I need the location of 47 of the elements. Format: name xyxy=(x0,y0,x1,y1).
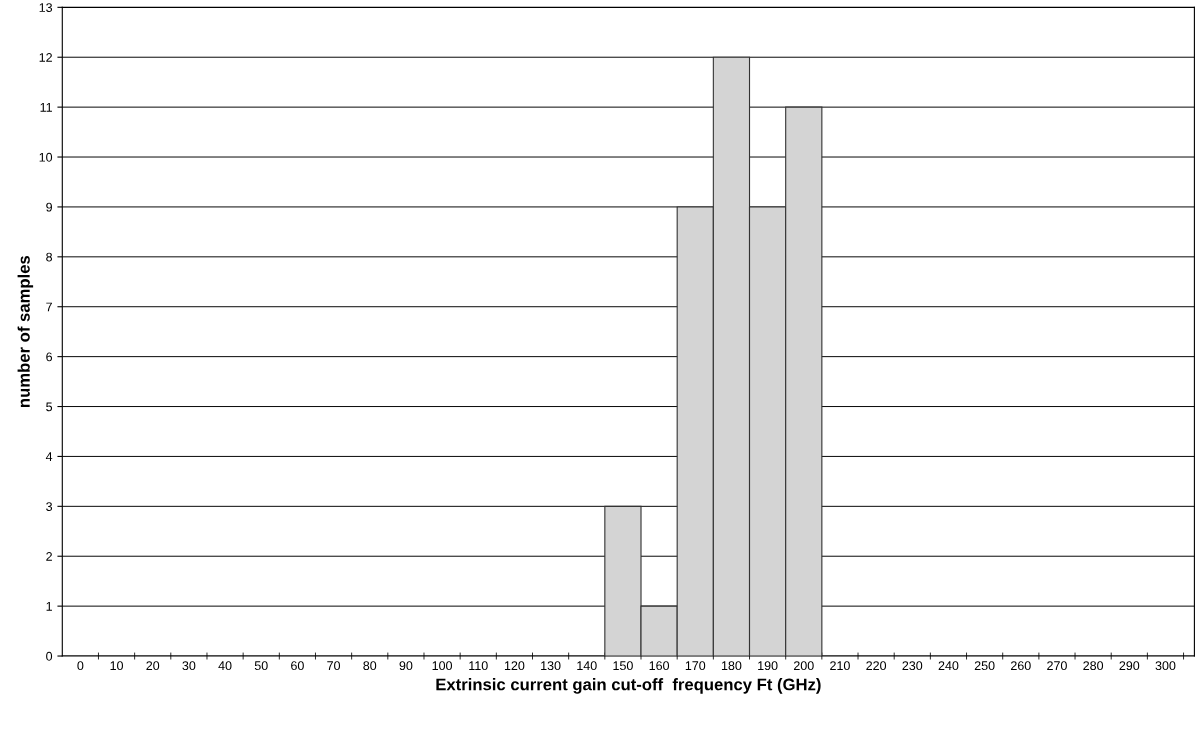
y-axis-title: number of samples xyxy=(17,255,34,407)
x-tick-label: 230 xyxy=(902,661,923,671)
x-tick-label: 220 xyxy=(866,661,887,671)
y-tick-label: 10 xyxy=(39,152,53,162)
x-tick-label: 240 xyxy=(938,661,959,671)
x-tick-label: 110 xyxy=(469,661,488,671)
x-tick-label: 130 xyxy=(541,661,561,671)
y-tick-label: 0 xyxy=(46,651,53,661)
x-tick-label: 100 xyxy=(432,661,453,671)
y-tick-label: 13 xyxy=(39,3,53,12)
x-tick-label: 250 xyxy=(974,661,995,671)
y-tick-label: 5 xyxy=(46,402,53,412)
x-tick-label: 20 xyxy=(146,661,160,671)
y-tick-label: 4 xyxy=(45,452,53,461)
x-tick-label: 90 xyxy=(399,661,413,671)
x-tick-label: 290 xyxy=(1119,661,1140,671)
x-tick-label: 40 xyxy=(218,661,232,671)
y-tick-label: 7 xyxy=(46,302,52,312)
x-tick-label: 200 xyxy=(793,661,814,671)
x-tick-label: 150 xyxy=(613,661,633,671)
x-tick-label: 190 xyxy=(758,661,778,671)
x-tick-label: 10 xyxy=(110,661,124,671)
x-tick-label: 180 xyxy=(721,661,742,671)
x-tick-label: 80 xyxy=(363,661,377,671)
x-tick-label: 260 xyxy=(1010,661,1031,671)
x-tick-label: 0 xyxy=(77,661,84,671)
x-tick-label: 60 xyxy=(291,661,304,671)
y-tick-label: 8 xyxy=(46,252,53,262)
x-tick-label: 70 xyxy=(327,661,341,671)
y-tick-label: 3 xyxy=(46,502,53,511)
x-tick-label: 140 xyxy=(577,661,597,671)
x-tick-label: 170 xyxy=(685,661,706,671)
x-tick-label: 160 xyxy=(649,661,670,671)
x-tick-label: 210 xyxy=(830,661,850,671)
x-tick-label: 270 xyxy=(1047,661,1067,671)
y-tick-label: 11 xyxy=(40,103,52,112)
y-tick-label: 6 xyxy=(46,352,53,362)
x-tick-label: 50 xyxy=(254,661,268,671)
x-tick-label: 300 xyxy=(1155,661,1176,671)
y-tick-label: 2 xyxy=(46,552,52,561)
x-tick-label: 30 xyxy=(182,661,196,671)
y-tick-label: 12 xyxy=(39,53,52,62)
y-tick-label: 1 xyxy=(46,602,52,611)
x-tick-label: 120 xyxy=(504,661,525,671)
x-axis-title: Extrinsic current gain cut-off frequency Ft (GHz) xyxy=(436,678,821,694)
y-tick-label: 9 xyxy=(46,202,52,212)
x-tick-label: 280 xyxy=(1083,661,1104,671)
